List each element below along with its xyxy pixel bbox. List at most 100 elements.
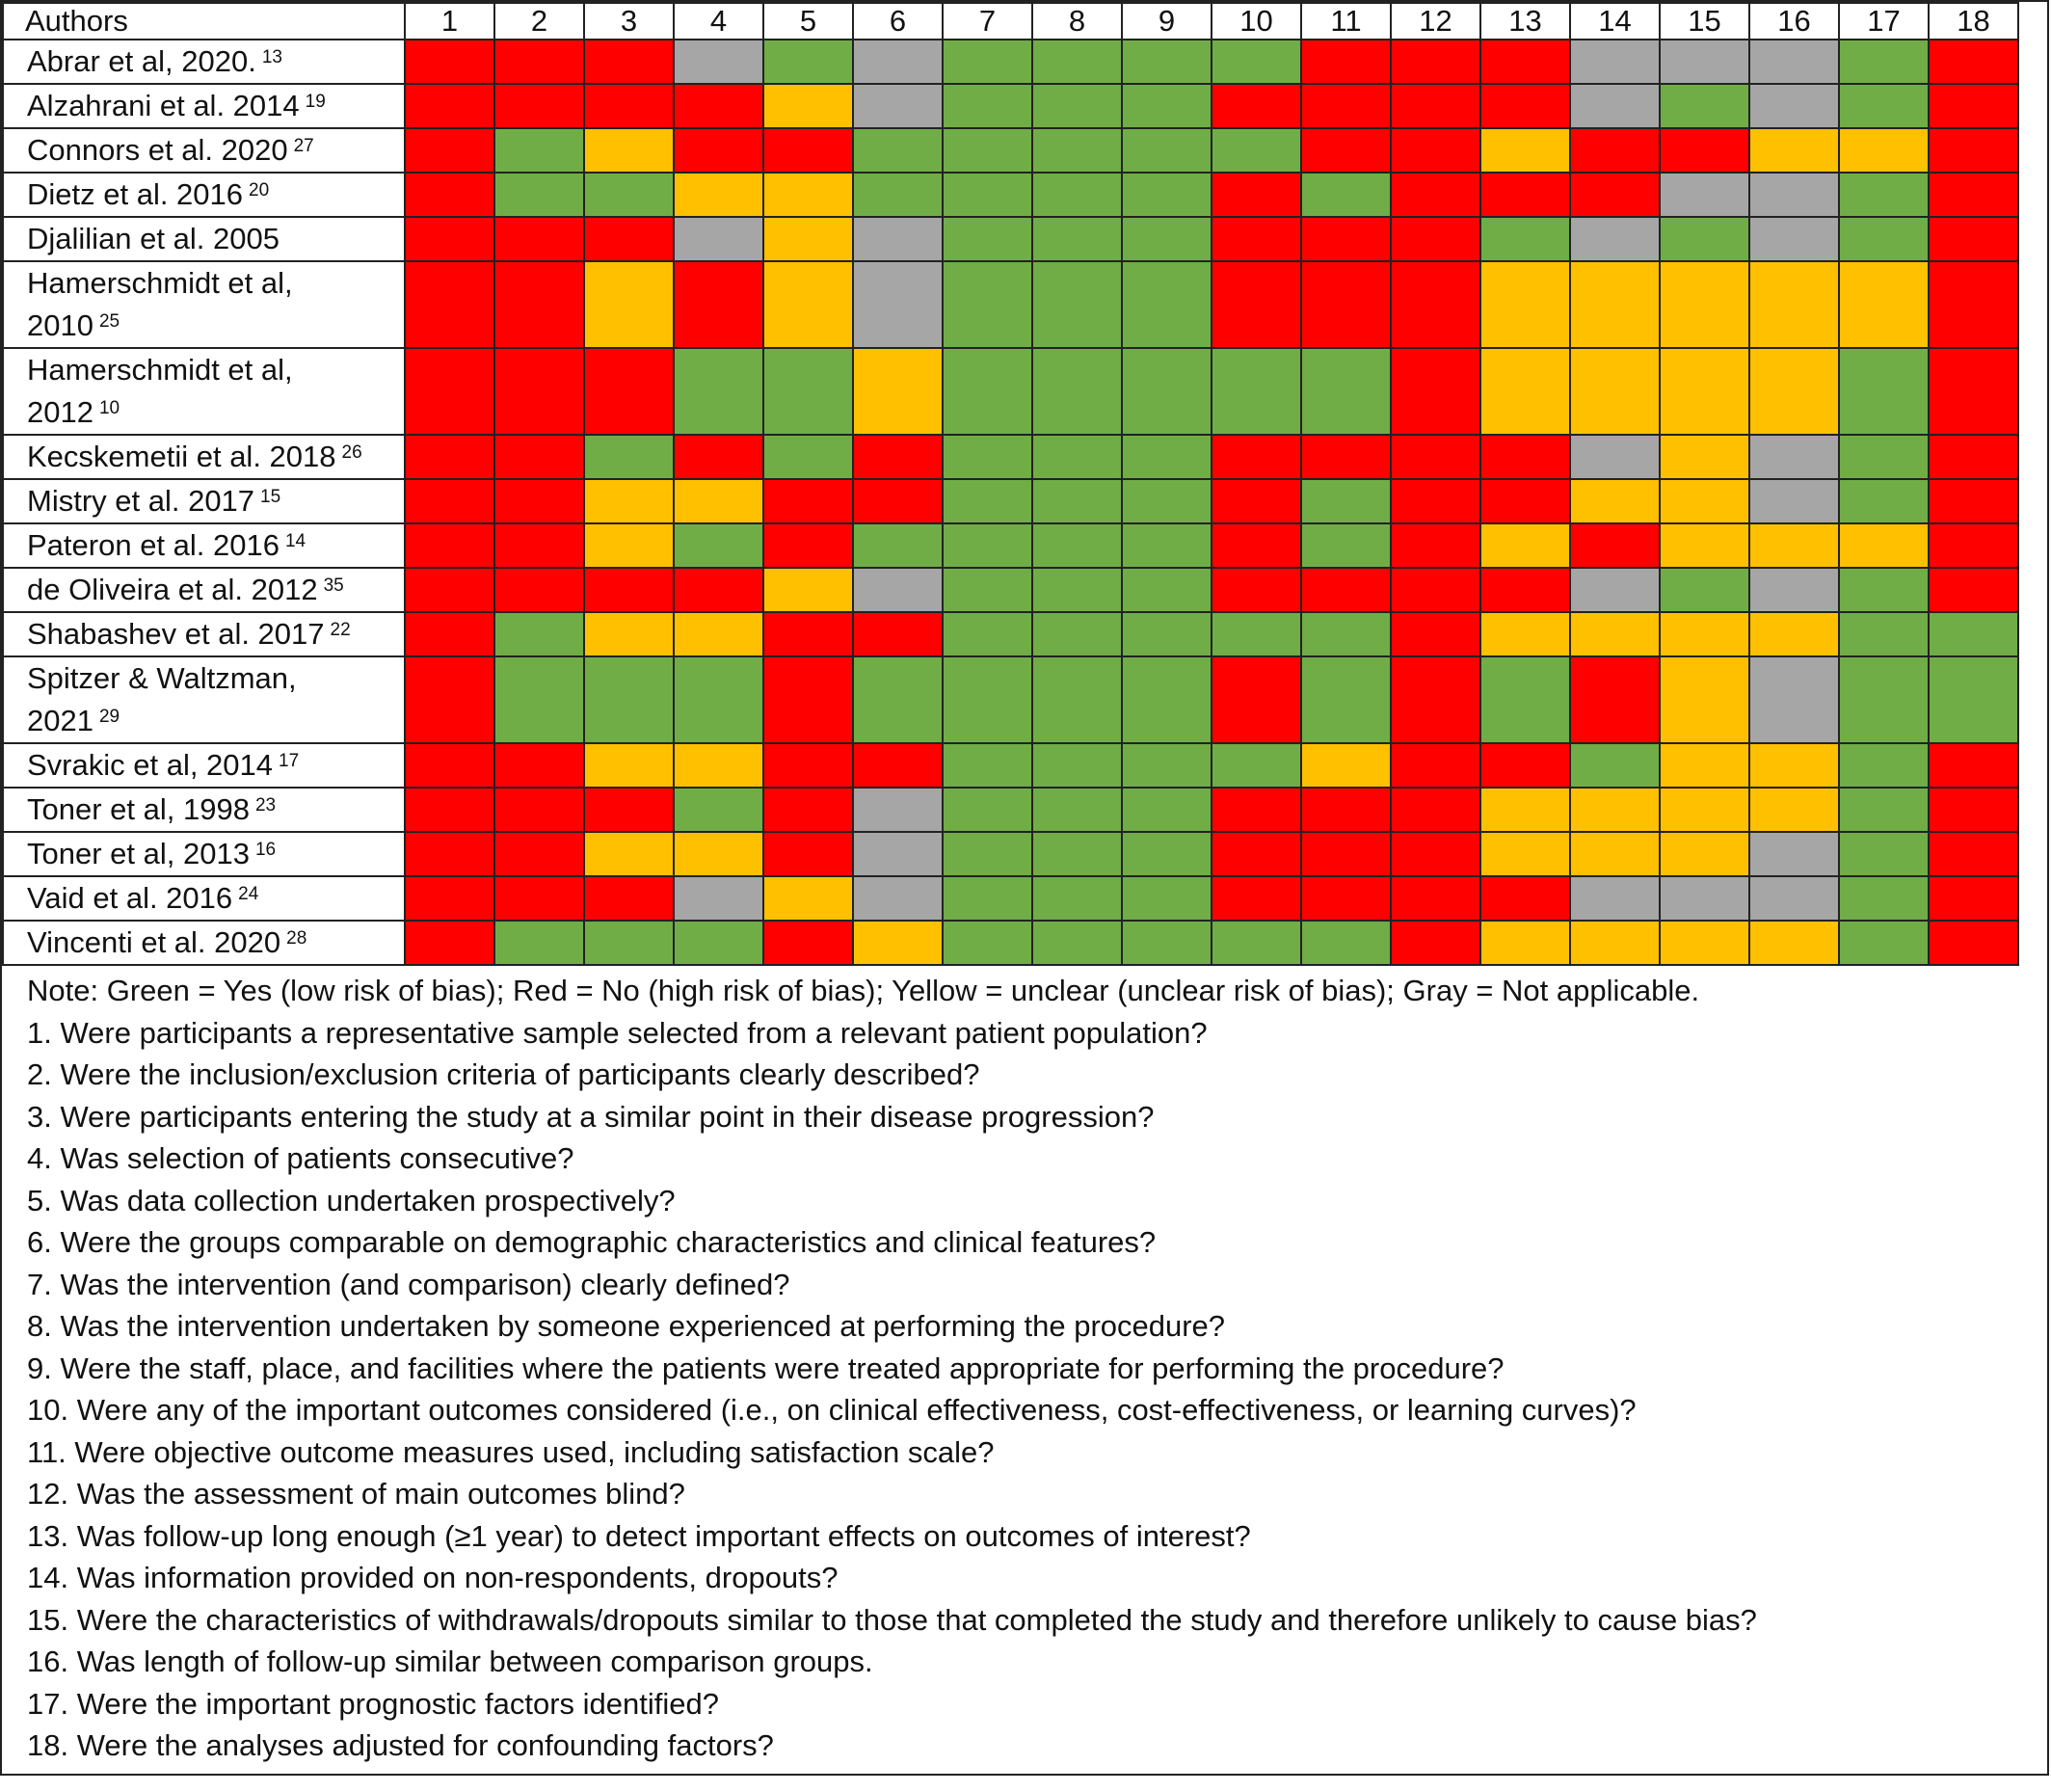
rating-cell-yes <box>583 434 675 480</box>
rating-cell-no <box>762 920 854 966</box>
rating-cell-yes <box>1121 347 1212 436</box>
rating-cell-not-applicable <box>1748 875 1840 922</box>
rating-cell-no <box>1928 434 2019 480</box>
criterion-column-header: 4 <box>673 2 764 40</box>
rating-cell-no <box>1300 567 1392 613</box>
rating-cell-no <box>673 434 764 480</box>
rating-cell-yes <box>942 478 1033 524</box>
rating-cell-yes <box>1838 787 1930 833</box>
rating-cell-yes <box>1838 920 1930 966</box>
rating-cell-yes <box>1031 611 1123 657</box>
author-name: Shabashev et al. 2017 <box>27 617 325 651</box>
rating-cell-no <box>762 611 854 657</box>
rating-cell-no <box>404 875 495 922</box>
rating-cell-no <box>1390 787 1481 833</box>
rating-cell-yes <box>762 39 854 85</box>
rating-cell-unclear <box>1838 522 1930 569</box>
rating-cell-yes <box>1838 742 1930 789</box>
criterion-column-header: 14 <box>1569 2 1661 40</box>
rating-cell-yes <box>1031 434 1123 480</box>
rating-cell-not-applicable <box>1659 39 1750 85</box>
rating-cell-unclear <box>673 742 764 789</box>
rating-cell-yes <box>1300 172 1392 218</box>
rating-cell-unclear <box>1569 920 1661 966</box>
rating-cell-yes <box>1659 567 1750 613</box>
rating-cell-yes <box>1838 478 1930 524</box>
rating-cell-no <box>1479 875 1571 922</box>
criterion-question: 16. Was length of follow-up similar betw… <box>27 1645 873 1678</box>
rating-cell-yes <box>1031 172 1123 218</box>
rating-cell-not-applicable <box>1569 434 1661 480</box>
rating-cell-yes <box>1121 478 1212 524</box>
rating-cell-no <box>493 347 585 436</box>
criterion-column-header: 1 <box>404 2 495 40</box>
rating-cell-not-applicable <box>1748 434 1840 480</box>
rating-cell-no <box>1390 39 1481 85</box>
rating-cell-yes <box>1031 39 1123 85</box>
rating-cell-not-applicable <box>673 216 764 262</box>
rating-cell-no <box>1928 127 2019 174</box>
rating-cell-no <box>1928 920 2019 966</box>
rating-cell-yes <box>942 920 1033 966</box>
reference-number: 16 <box>254 840 277 860</box>
rating-cell-no <box>1390 655 1481 744</box>
rating-cell-yes <box>942 522 1033 569</box>
rating-cell-yes <box>1659 216 1750 262</box>
rating-cell-unclear <box>1479 611 1571 657</box>
rating-cell-unclear <box>1569 478 1661 524</box>
rating-cell-yes <box>1838 567 1930 613</box>
rating-cell-not-applicable <box>852 260 944 349</box>
rating-cell-yes <box>1031 742 1123 789</box>
author-name: Hamerschmidt et al, <box>27 266 293 300</box>
rating-cell-yes <box>1121 434 1212 480</box>
rating-cell-not-applicable <box>1569 39 1661 85</box>
criterion-question: 11. Were objective outcome measures used… <box>27 1434 995 1469</box>
criterion-column-header: 8 <box>1031 2 1123 40</box>
rating-cell-no <box>583 216 675 262</box>
rating-cell-yes <box>942 831 1033 877</box>
rating-cell-no <box>762 522 854 569</box>
rating-cell-unclear <box>583 831 675 877</box>
criterion-column-header: 7 <box>942 2 1033 40</box>
rating-cell-yes <box>673 522 764 569</box>
criterion-column-header: 9 <box>1121 2 1212 40</box>
rating-cell-no <box>762 787 854 833</box>
notes-section: Note: Green = Yes (low risk of bias); Re… <box>2 970 2051 1767</box>
table-row: Mistry et al. 2017 15 <box>2 478 2019 524</box>
rating-cell-no <box>1928 875 2019 922</box>
rating-cell-unclear <box>1748 522 1840 569</box>
rating-cell-yes <box>673 655 764 744</box>
rating-cell-unclear <box>1659 260 1750 349</box>
rating-cell-yes <box>1031 478 1123 524</box>
criterion-question: 13. Was follow-up long enough (≥1 year) … <box>27 1518 1251 1553</box>
rating-cell-yes <box>942 742 1033 789</box>
rating-cell-yes <box>1121 831 1212 877</box>
rating-cell-no <box>1300 83 1392 129</box>
rating-cell-no <box>583 567 675 613</box>
rating-cell-no <box>1211 260 1302 349</box>
table-row: Pateron et al. 2016 14 <box>2 522 2019 569</box>
rating-cell-yes <box>1838 39 1930 85</box>
rating-cell-yes <box>1838 875 1930 922</box>
criterion-column-header: 16 <box>1748 2 1840 40</box>
author-cell: Hamerschmidt et al, 2012 10 <box>2 347 406 436</box>
rating-cell-no <box>404 260 495 349</box>
rating-cell-no <box>852 434 944 480</box>
rating-cell-yes <box>1300 920 1392 966</box>
rating-cell-no <box>583 39 675 85</box>
table-row: Abrar et al, 2020. 13 <box>2 39 2019 85</box>
rating-cell-no <box>1300 831 1392 877</box>
rating-cell-no <box>404 611 495 657</box>
rating-cell-unclear <box>583 522 675 569</box>
rating-cell-no <box>493 434 585 480</box>
rating-cell-not-applicable <box>852 875 944 922</box>
rating-cell-unclear <box>1569 347 1661 436</box>
table-row: Hamerschmidt et al, 2010 25 <box>2 260 2019 349</box>
criterion-question: 7. Was the intervention (and comparison)… <box>27 1267 790 1301</box>
reference-number: 14 <box>284 531 306 551</box>
criterion-column-header: 6 <box>852 2 944 40</box>
rating-cell-unclear <box>1748 347 1840 436</box>
rating-cell-no <box>852 611 944 657</box>
criterion-question: 1. Were participants a representative sa… <box>27 1015 1208 1050</box>
table-row: Shabashev et al. 2017 22 <box>2 611 2019 657</box>
